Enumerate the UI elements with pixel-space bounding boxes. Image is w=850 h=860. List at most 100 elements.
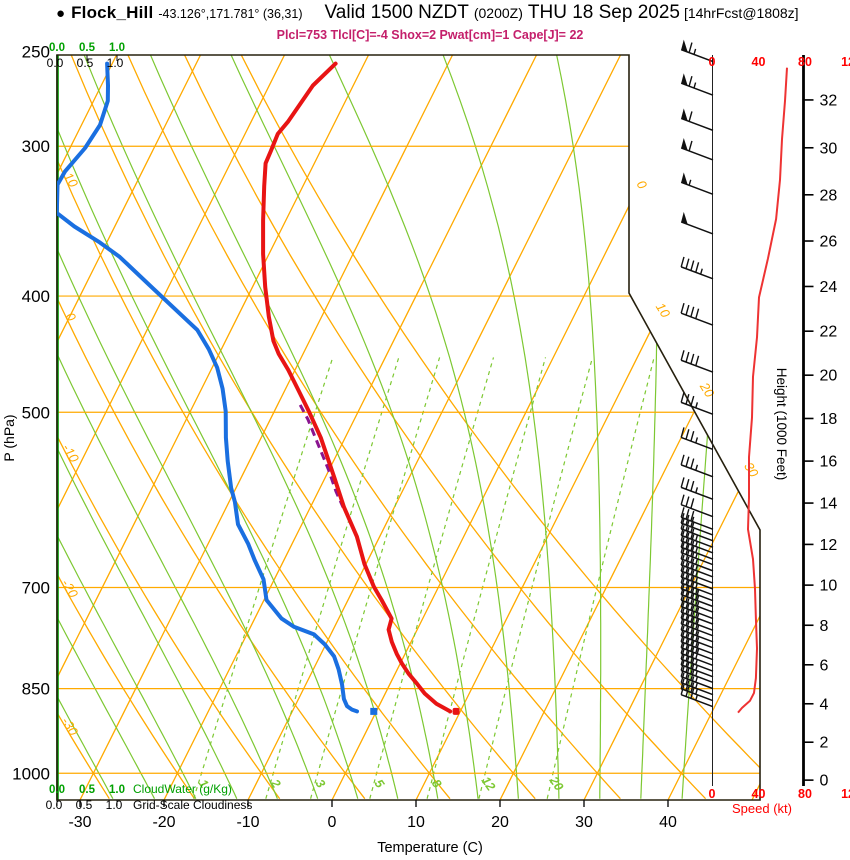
- wind-barb: [680, 172, 714, 195]
- svg-text:-20: -20: [59, 576, 82, 601]
- svg-text:850: 850: [22, 680, 50, 699]
- svg-text:12: 12: [820, 537, 838, 554]
- wind-barb: [680, 654, 714, 678]
- svg-text:30: 30: [820, 140, 838, 157]
- svg-text:20: 20: [696, 379, 717, 401]
- svg-text:10: 10: [407, 814, 425, 831]
- svg-text:6: 6: [820, 657, 829, 674]
- svg-text:2: 2: [820, 735, 829, 752]
- svg-text:0: 0: [63, 310, 80, 325]
- wind-barb: [680, 542, 714, 566]
- svg-text:0.5: 0.5: [76, 798, 93, 812]
- surface-temperature-marker: [452, 707, 460, 715]
- svg-text:14: 14: [820, 496, 838, 513]
- grid-lines: [57, 55, 760, 800]
- isobar-lines: [57, 145, 760, 774]
- surface-points: [370, 707, 460, 715]
- wind-barb: [680, 548, 714, 572]
- svg-text:0: 0: [328, 814, 337, 831]
- wind-barb: [680, 684, 714, 708]
- svg-text:0: 0: [709, 55, 716, 69]
- svg-text:700: 700: [22, 579, 50, 598]
- wind-barb: [680, 303, 714, 326]
- station-bullet-icon: ●: [56, 5, 66, 22]
- valid-date: THU 18 Sep 2025: [527, 2, 680, 23]
- svg-text:0.5: 0.5: [79, 784, 96, 796]
- valid-time-utc: (0200Z): [473, 5, 523, 21]
- svg-text:120: 120: [841, 55, 850, 69]
- svg-text:1.0: 1.0: [107, 56, 124, 70]
- svg-text:8: 8: [820, 618, 829, 635]
- svg-text:CloudWater (g/Kg): CloudWater (g/Kg): [133, 782, 232, 796]
- wind-barb: [680, 494, 714, 518]
- svg-text:0.0: 0.0: [47, 56, 64, 70]
- svg-text:10: 10: [653, 300, 674, 321]
- wind-barb: [680, 566, 714, 590]
- speed-axis-labels: 0040408080120120Speed (kt): [709, 55, 850, 816]
- svg-text:80: 80: [798, 55, 812, 69]
- forecast-lead: [14hrFcst@1808z]: [683, 5, 799, 21]
- svg-text:30: 30: [575, 814, 593, 831]
- svg-text:40: 40: [752, 55, 766, 69]
- svg-text:Speed (kt): Speed (kt): [732, 801, 792, 816]
- wind-barb: [680, 477, 714, 501]
- svg-text:18: 18: [820, 411, 838, 428]
- svg-text:1000: 1000: [12, 764, 50, 783]
- wind-barb: [680, 666, 714, 690]
- station-coords: -43.126°,171.781° (36,31): [158, 7, 303, 21]
- wind-barb: [680, 108, 714, 132]
- svg-text:-10: -10: [59, 441, 82, 466]
- svg-text:400: 400: [22, 287, 50, 306]
- svg-text:120: 120: [841, 787, 850, 801]
- wind-speed-profile: [737, 67, 788, 714]
- svg-text:3: 3: [313, 777, 328, 791]
- wind-barb: [680, 427, 714, 451]
- wind-barb: [680, 619, 714, 643]
- svg-text:80: 80: [798, 787, 812, 801]
- sounding-indices: Plcl=753 Tlcl[C]=-4 Shox=2 Pwat[cm]=1 Ca…: [276, 28, 584, 42]
- wind-barb: [680, 211, 714, 235]
- wind-barbs: [680, 39, 714, 708]
- svg-text:20: 20: [491, 814, 509, 831]
- chart-title: ● Flock_Hill -43.126°,171.781° (36,31) V…: [56, 2, 850, 26]
- plot-frame: [56, 54, 761, 807]
- svg-text:250: 250: [22, 42, 50, 61]
- svg-text:28: 28: [820, 187, 838, 204]
- valid-time: Valid 1500 NZDT: [324, 2, 469, 23]
- svg-text:0.0: 0.0: [46, 798, 63, 812]
- wind-barb: [680, 518, 714, 542]
- svg-text:10: 10: [820, 578, 838, 595]
- svg-text:0: 0: [709, 787, 716, 801]
- svg-text:30: 30: [741, 460, 762, 481]
- dewpoint-curve: [57, 61, 359, 714]
- svg-text:P (hPa): P (hPa): [1, 414, 17, 461]
- svg-text:40: 40: [659, 814, 677, 831]
- svg-text:12: 12: [479, 774, 498, 793]
- svg-text:22: 22: [820, 324, 838, 341]
- svg-text:0.0: 0.0: [49, 784, 65, 796]
- svg-text:300: 300: [22, 137, 50, 156]
- cloud-scales: 0.0 0.0 0.5 0.5 1.0 1.0 0.0 0.0 0.5 0.5 1.0 1.0 Clou…: [46, 42, 253, 812]
- svg-text:Height (1000 Feet): Height (1000 Feet): [774, 368, 789, 481]
- svg-text:-30: -30: [68, 814, 91, 831]
- wind-barb: [680, 530, 714, 554]
- svg-text:20: 20: [820, 368, 838, 385]
- temperature-curve: [261, 61, 453, 714]
- surface-dewpoint-marker: [370, 707, 378, 715]
- svg-text:16: 16: [820, 454, 838, 471]
- svg-text:1.0: 1.0: [106, 798, 123, 812]
- wind-barb: [680, 512, 714, 536]
- svg-text:4: 4: [820, 696, 829, 713]
- wind-barb: [680, 350, 714, 373]
- wind-barb: [680, 73, 714, 96]
- svg-text:24: 24: [820, 279, 838, 296]
- svg-text:0.5: 0.5: [77, 56, 94, 70]
- wind-barb: [680, 392, 714, 416]
- wind-barb: [680, 637, 714, 661]
- wind-barb: [680, 507, 714, 531]
- wind-barb: [680, 256, 714, 280]
- svg-text:-20: -20: [152, 814, 175, 831]
